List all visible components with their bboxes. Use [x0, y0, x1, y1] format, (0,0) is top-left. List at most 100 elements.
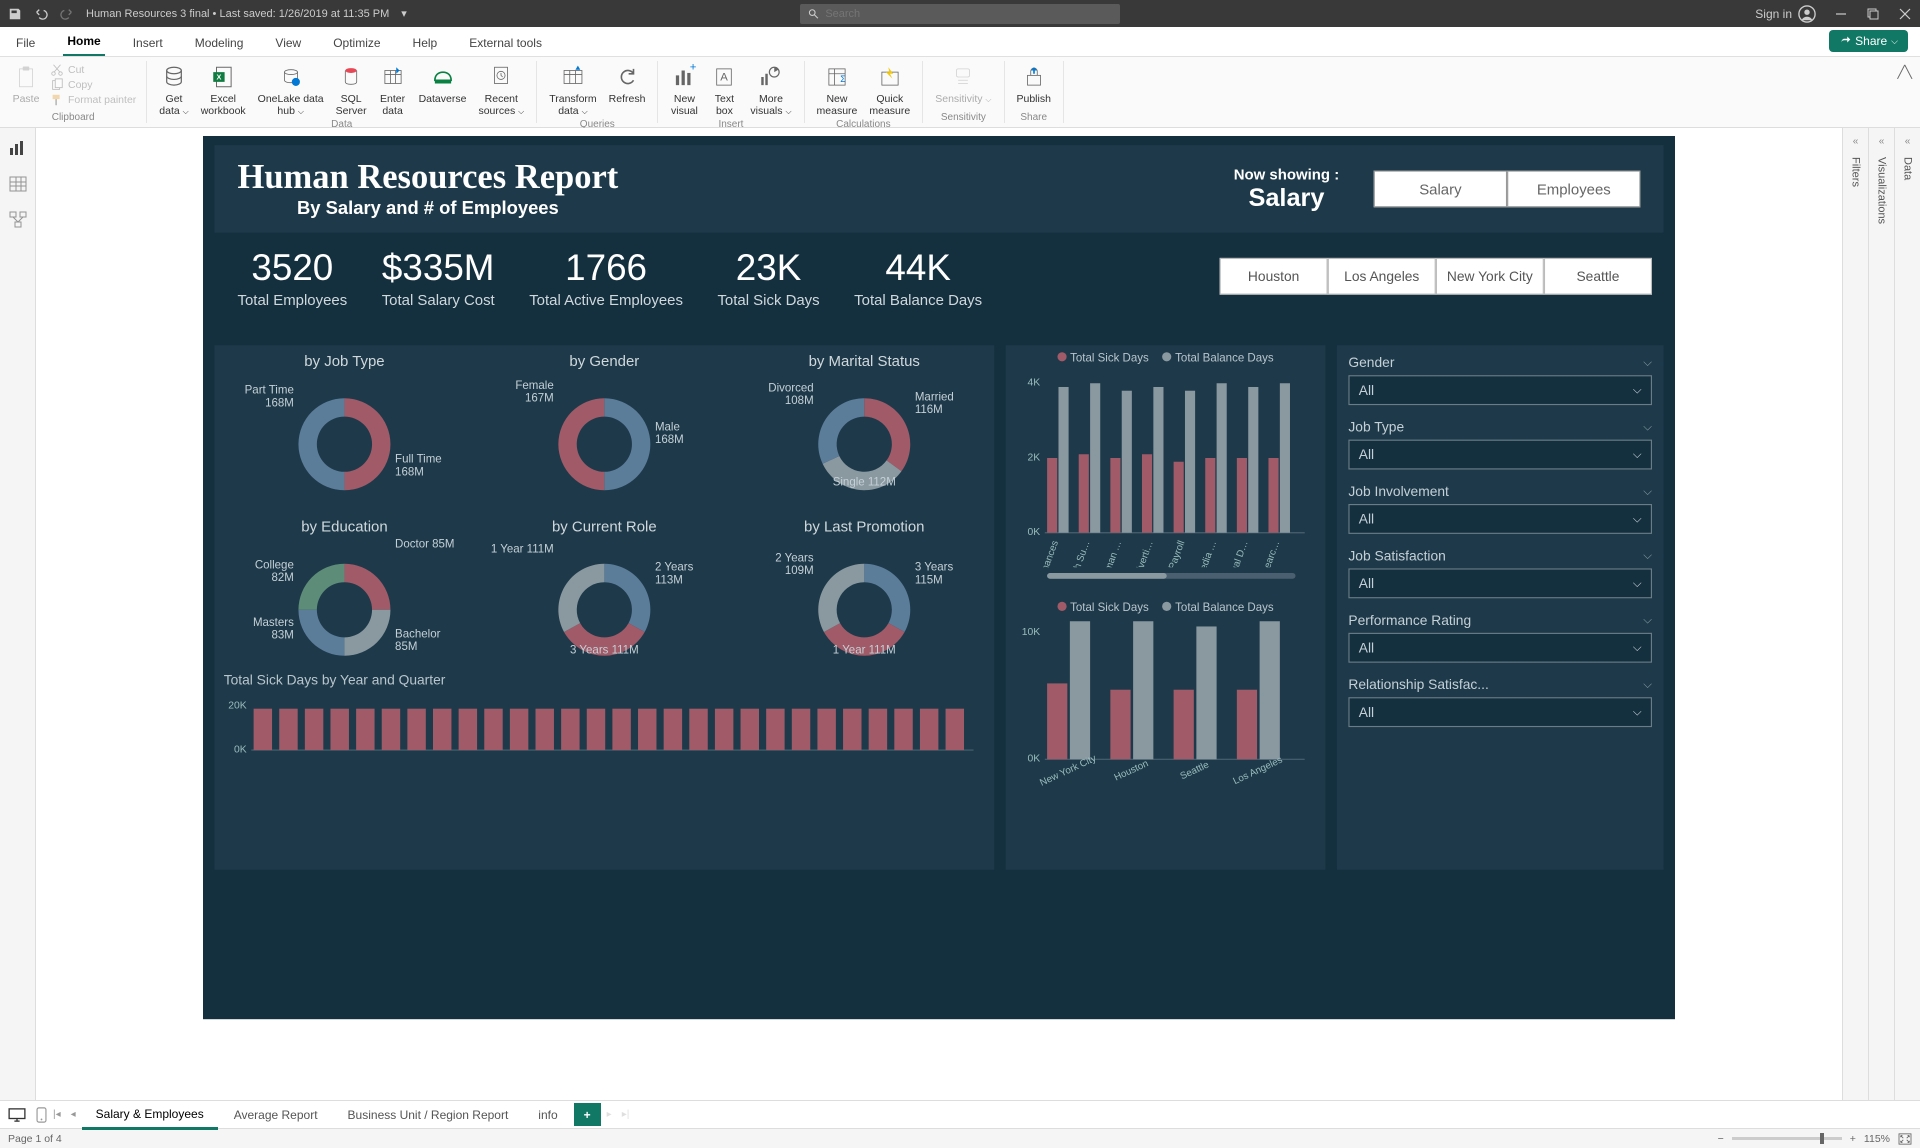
bar[interactable] [279, 709, 297, 750]
donut-seg[interactable] [344, 398, 390, 490]
bar[interactable] [1070, 621, 1090, 759]
save-icon[interactable] [8, 7, 22, 21]
bar[interactable] [510, 709, 528, 750]
bar[interactable] [254, 709, 272, 750]
scrollbar[interactable] [1047, 573, 1295, 579]
bar[interactable] [843, 709, 861, 750]
bar[interactable] [1133, 621, 1153, 759]
chevron-down-icon[interactable]: ⌵ [1643, 678, 1652, 691]
model-view-icon[interactable] [8, 210, 28, 230]
page-last[interactable]: ▸| [618, 1107, 634, 1122]
bar[interactable] [305, 709, 323, 750]
ribbon-transform[interactable]: Transformdata ⌵ [545, 61, 600, 119]
bar[interactable] [1217, 383, 1227, 533]
bar[interactable] [1196, 626, 1216, 759]
bar[interactable] [689, 709, 707, 750]
chevron-down-icon[interactable]: ⌵ [1643, 421, 1652, 434]
ribbon-more[interactable]: Morevisuals ⌵ [746, 61, 795, 119]
pane-data[interactable]: «Data [1894, 128, 1920, 1100]
bar[interactable] [1260, 621, 1280, 759]
filter-dropdown[interactable]: All⌵ [1348, 375, 1652, 405]
page-next[interactable]: ▸ [603, 1107, 616, 1122]
city-seattle[interactable]: Seattle [1544, 258, 1652, 295]
ribbon-refresh[interactable]: Refresh [605, 61, 650, 107]
bar[interactable] [433, 709, 451, 750]
zoom-out[interactable]: − [1718, 1133, 1724, 1145]
ribbon-dataverse[interactable]: Dataverse [415, 61, 471, 107]
bar[interactable] [1237, 458, 1247, 533]
mobile-view-icon[interactable] [36, 1107, 47, 1123]
donut-seg[interactable] [558, 398, 604, 490]
chevron-down-icon[interactable]: ⌵ [1643, 614, 1652, 627]
close-button[interactable] [1898, 7, 1912, 21]
pagetab-0[interactable]: Salary & Employees [82, 1100, 218, 1130]
ribbon-text[interactable]: ATextbox [706, 61, 742, 119]
bar[interactable] [407, 709, 425, 750]
redo-icon[interactable] [60, 7, 74, 21]
pane-filters[interactable]: «Filters [1842, 128, 1868, 1100]
bar[interactable] [1237, 690, 1257, 760]
donut-seg[interactable] [298, 398, 344, 490]
filter-dropdown[interactable]: All⌵ [1348, 568, 1652, 598]
ribbon-new[interactable]: +Newvisual [666, 61, 702, 119]
ribbon-tab-home[interactable]: Home [63, 28, 104, 56]
bar[interactable] [946, 709, 964, 750]
signin-button[interactable]: Sign in [1755, 5, 1816, 23]
ribbon-onelakedata[interactable]: OneLake datahub ⌵ [254, 61, 328, 119]
bar[interactable] [1174, 690, 1194, 760]
city-losangeles[interactable]: Los Angeles [1328, 258, 1436, 295]
search-input[interactable] [825, 8, 1112, 20]
city-newyorkcity[interactable]: New York City [1436, 258, 1544, 295]
search-box[interactable] [800, 4, 1120, 24]
bar[interactable] [330, 709, 348, 750]
bar[interactable] [817, 709, 835, 750]
desktop-view-icon[interactable] [8, 1108, 26, 1122]
bar[interactable] [1110, 690, 1130, 760]
zoom-slider[interactable] [1732, 1137, 1842, 1140]
ribbon-tab-external-tools[interactable]: External tools [465, 30, 546, 56]
undo-icon[interactable] [34, 7, 48, 21]
pane-visualizations[interactable]: «Visualizations [1868, 128, 1894, 1100]
bar[interactable] [1280, 383, 1290, 533]
bar[interactable] [459, 709, 477, 750]
bar[interactable] [1047, 458, 1057, 533]
bar[interactable] [1174, 462, 1184, 533]
chevron-down-icon[interactable]: ⌵ [1643, 356, 1652, 369]
bar[interactable] [638, 709, 656, 750]
bar[interactable] [1248, 387, 1258, 533]
pagetab-1[interactable]: Average Report [220, 1101, 332, 1128]
mode-salary[interactable]: Salary [1374, 171, 1507, 208]
bar[interactable] [766, 709, 784, 750]
bar[interactable] [664, 709, 682, 750]
ribbon-tab-help[interactable]: Help [409, 30, 442, 56]
bar[interactable] [741, 709, 759, 750]
mode-employees[interactable]: Employees [1507, 171, 1640, 208]
bar[interactable] [356, 709, 374, 750]
share-button[interactable]: Share ⌵ [1829, 30, 1908, 52]
filter-dropdown[interactable]: All⌵ [1348, 504, 1652, 534]
pagetab-3[interactable]: info [524, 1101, 571, 1128]
bar[interactable] [1185, 391, 1195, 533]
filter-dropdown[interactable]: All⌵ [1348, 633, 1652, 663]
bar[interactable] [1142, 454, 1152, 532]
minimize-button[interactable] [1834, 7, 1848, 21]
page-prev[interactable]: ◂ [67, 1107, 80, 1122]
city-houston[interactable]: Houston [1220, 258, 1328, 295]
ribbon-quick[interactable]: Quickmeasure [865, 61, 914, 119]
donut-seg[interactable] [818, 398, 864, 464]
bar[interactable] [1090, 383, 1100, 533]
bar[interactable] [920, 709, 938, 750]
chevron-down-icon[interactable]: ⌵ [1643, 485, 1652, 498]
bar[interactable] [1079, 454, 1089, 532]
filter-dropdown[interactable]: All⌵ [1348, 440, 1652, 470]
bar[interactable] [612, 709, 630, 750]
donut-seg[interactable] [558, 564, 604, 632]
donut-seg[interactable] [604, 564, 650, 632]
zoom-in[interactable]: + [1850, 1133, 1856, 1145]
bar[interactable] [894, 709, 912, 750]
donut-seg[interactable] [344, 564, 390, 610]
collapse-ribbon[interactable]: ╱╲ [1890, 61, 1920, 123]
pagetab-2[interactable]: Business Unit / Region Report [334, 1101, 523, 1128]
donut-seg[interactable] [818, 564, 864, 632]
bar[interactable] [792, 709, 810, 750]
